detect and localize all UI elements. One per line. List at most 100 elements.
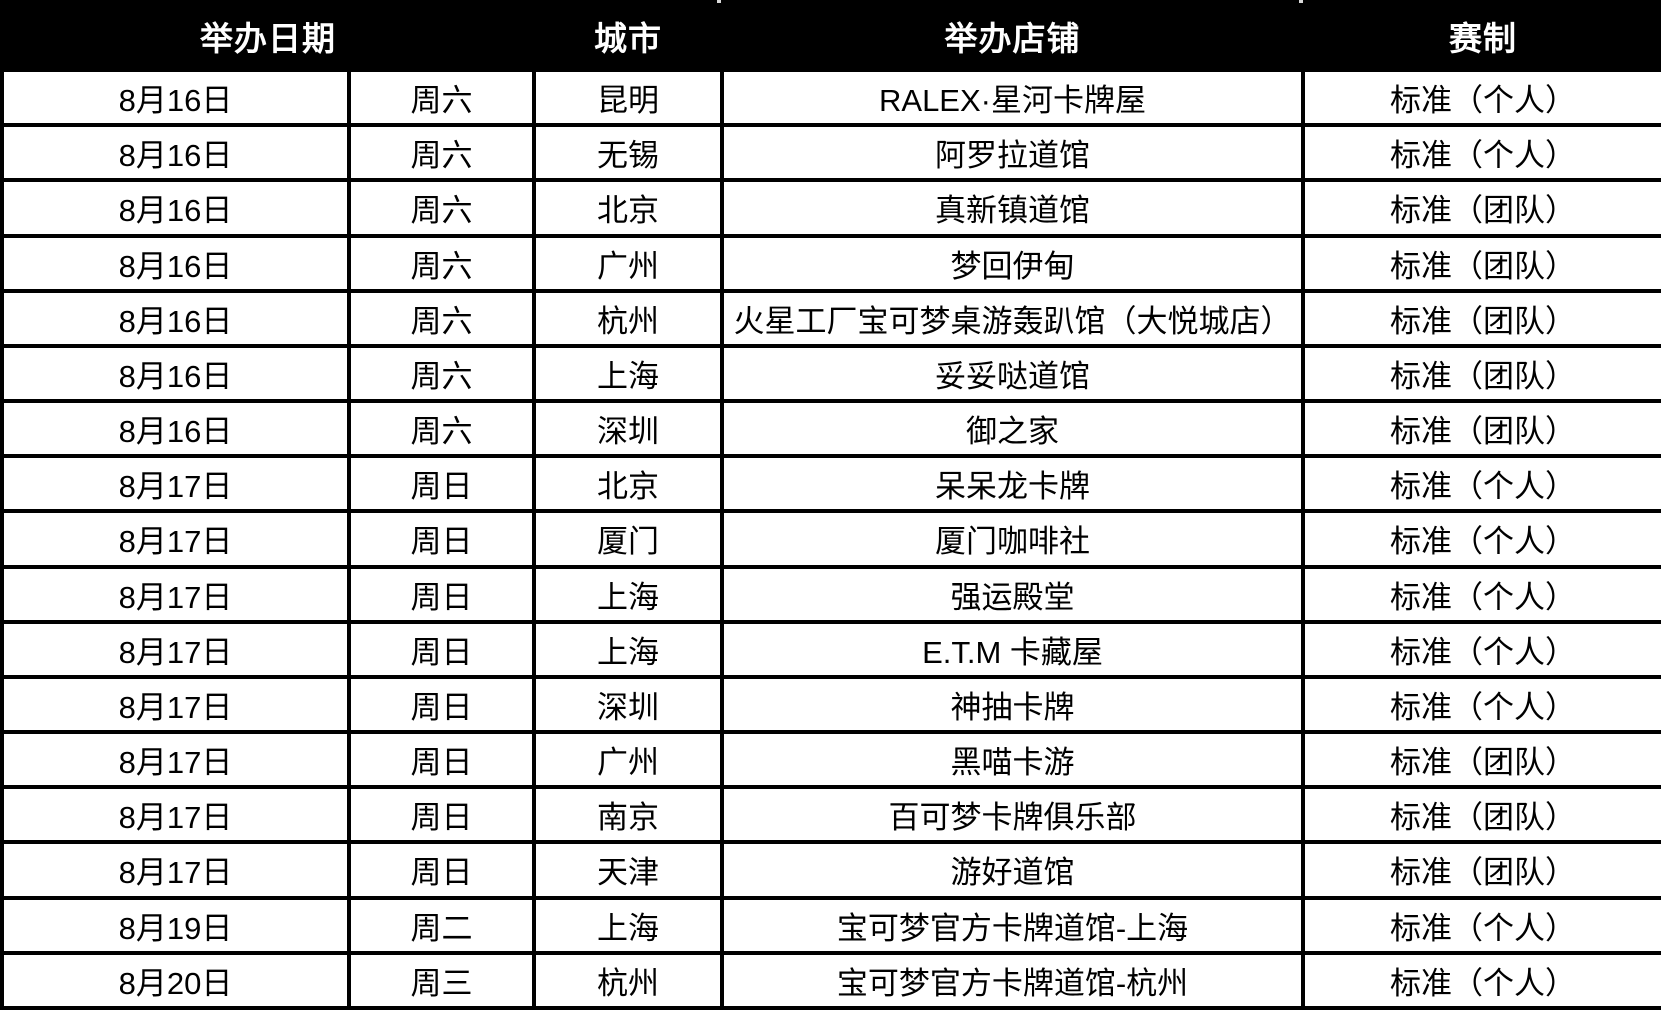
date-cell: 8月19日 xyxy=(0,895,351,955)
store-cell: 妥妥哒道馆 xyxy=(720,343,1305,404)
store-cell: 百可梦卡牌俱乐部 xyxy=(720,785,1305,845)
store-cell: 强运殿堂 xyxy=(720,564,1305,624)
table-row: 8月17日 周日 上海 强运殿堂 标准（个人） xyxy=(0,564,1661,624)
city-cell: 天津 xyxy=(532,840,724,900)
weekday-cell: 周日 xyxy=(347,619,536,679)
date-cell: 8月17日 xyxy=(0,840,351,900)
city-cell: 上海 xyxy=(532,895,724,955)
table-row: 8月17日 周日 广州 黑喵卡游 标准（团队） xyxy=(0,730,1661,790)
city-cell: 昆明 xyxy=(532,67,724,128)
table-row: 8月16日 周六 广州 梦回伊甸 标准（团队） xyxy=(0,233,1661,293)
format-cell: 标准（个人） xyxy=(1301,509,1661,569)
store-cell: 火星工厂宝可梦桌游轰趴馆（大悦城店） xyxy=(720,288,1305,348)
date-cell: 8月16日 xyxy=(0,399,351,459)
store-cell: 宝可梦官方卡牌道馆-上海 xyxy=(720,895,1305,955)
city-cell: 南京 xyxy=(532,785,724,845)
weekday-cell: 周六 xyxy=(347,233,536,293)
date-cell: 8月16日 xyxy=(0,67,351,128)
store-cell: 宝可梦官方卡牌道馆-杭州 xyxy=(720,950,1305,1010)
weekday-cell: 周六 xyxy=(347,343,536,404)
table-row: 8月16日 周六 北京 真新镇道馆 标准（团队） xyxy=(0,178,1661,238)
date-cell: 8月17日 xyxy=(0,730,351,790)
store-cell: 神抽卡牌 xyxy=(720,674,1305,735)
format-cell: 标准（团队） xyxy=(1301,178,1661,238)
format-cell: 标准（个人） xyxy=(1301,454,1661,514)
weekday-cell: 周日 xyxy=(347,785,536,845)
table-row: 8月17日 周日 厦门 厦门咖啡社 标准（个人） xyxy=(0,509,1661,569)
weekday-cell: 周六 xyxy=(347,178,536,238)
schedule-table-body: 8月16日 周六 昆明 RALEX·星河卡牌屋 标准（个人） 8月16日 周六 无锡 阿罗拉道馆… xyxy=(0,67,1661,1010)
city-cell: 上海 xyxy=(532,619,724,679)
store-cell: E.T.M 卡藏屋 xyxy=(720,619,1305,679)
store-cell: 呆呆龙卡牌 xyxy=(720,454,1305,514)
table-row: 8月17日 周日 南京 百可梦卡牌俱乐部 标准（团队） xyxy=(0,785,1661,845)
table-row: 8月16日 周六 深圳 御之家 标准（团队） xyxy=(0,399,1661,459)
header-store: 举办店铺 xyxy=(720,0,1305,72)
header-top-edge-notch xyxy=(1299,0,1303,3)
weekday-cell: 周日 xyxy=(347,564,536,624)
table-row: 8月17日 周日 北京 呆呆龙卡牌 标准（个人） xyxy=(0,454,1661,514)
city-cell: 无锡 xyxy=(532,123,724,183)
format-cell: 标准（个人） xyxy=(1301,895,1661,955)
format-cell: 标准（团队） xyxy=(1301,343,1661,404)
weekday-cell: 周日 xyxy=(347,509,536,569)
store-cell: 御之家 xyxy=(720,399,1305,459)
store-cell: 真新镇道馆 xyxy=(720,178,1305,238)
header-top-edge-notch xyxy=(717,0,721,3)
date-cell: 8月17日 xyxy=(0,785,351,845)
header-format: 赛制 xyxy=(1301,0,1661,72)
weekday-cell: 周六 xyxy=(347,123,536,183)
table-row: 8月16日 周六 杭州 火星工厂宝可梦桌游轰趴馆（大悦城店） 标准（团队） xyxy=(0,288,1661,348)
date-cell: 8月16日 xyxy=(0,233,351,293)
weekday-cell: 周六 xyxy=(347,399,536,459)
city-cell: 深圳 xyxy=(532,674,724,735)
header-date: 举办日期 xyxy=(0,0,536,72)
date-cell: 8月17日 xyxy=(0,564,351,624)
weekday-cell: 周日 xyxy=(347,454,536,514)
date-cell: 8月20日 xyxy=(0,950,351,1010)
store-cell: 阿罗拉道馆 xyxy=(720,123,1305,183)
weekday-cell: 周日 xyxy=(347,840,536,900)
store-cell: 梦回伊甸 xyxy=(720,233,1305,293)
weekday-cell: 周六 xyxy=(347,288,536,348)
date-cell: 8月17日 xyxy=(0,454,351,514)
city-cell: 广州 xyxy=(532,730,724,790)
format-cell: 标准（个人） xyxy=(1301,123,1661,183)
table-row: 8月17日 周日 天津 游好道馆 标准（团队） xyxy=(0,840,1661,900)
date-cell: 8月16日 xyxy=(0,123,351,183)
date-cell: 8月16日 xyxy=(0,178,351,238)
city-cell: 厦门 xyxy=(532,509,724,569)
store-cell: 游好道馆 xyxy=(720,840,1305,900)
weekday-cell: 周日 xyxy=(347,730,536,790)
store-cell: 黑喵卡游 xyxy=(720,730,1305,790)
format-cell: 标准（个人） xyxy=(1301,950,1661,1010)
format-cell: 标准（个人） xyxy=(1301,564,1661,624)
format-cell: 标准（个人） xyxy=(1301,67,1661,128)
format-cell: 标准（团队） xyxy=(1301,840,1661,900)
table-row: 8月16日 周六 无锡 阿罗拉道馆 标准（个人） xyxy=(0,123,1661,183)
header-city: 城市 xyxy=(532,0,724,72)
format-cell: 标准（个人） xyxy=(1301,619,1661,679)
city-cell: 杭州 xyxy=(532,950,724,1010)
city-cell: 广州 xyxy=(532,233,724,293)
table-row: 8月20日 周三 杭州 宝可梦官方卡牌道馆-杭州 标准（个人） xyxy=(0,950,1661,1010)
table-row: 8月17日 周日 上海 E.T.M 卡藏屋 标准（个人） xyxy=(0,619,1661,679)
weekday-cell: 周六 xyxy=(347,67,536,128)
format-cell: 标准（团队） xyxy=(1301,288,1661,348)
weekday-cell: 周三 xyxy=(347,950,536,1010)
city-cell: 上海 xyxy=(532,343,724,404)
date-cell: 8月17日 xyxy=(0,674,351,735)
city-cell: 上海 xyxy=(532,564,724,624)
format-cell: 标准（个人） xyxy=(1301,674,1661,735)
format-cell: 标准（团队） xyxy=(1301,785,1661,845)
date-cell: 8月17日 xyxy=(0,619,351,679)
table-row: 8月16日 周六 上海 妥妥哒道馆 标准（团队） xyxy=(0,343,1661,404)
city-cell: 杭州 xyxy=(532,288,724,348)
date-cell: 8月16日 xyxy=(0,288,351,348)
city-cell: 深圳 xyxy=(532,399,724,459)
date-cell: 8月17日 xyxy=(0,509,351,569)
table-row: 8月17日 周日 深圳 神抽卡牌 标准（个人） xyxy=(0,674,1661,735)
format-cell: 标准（团队） xyxy=(1301,730,1661,790)
